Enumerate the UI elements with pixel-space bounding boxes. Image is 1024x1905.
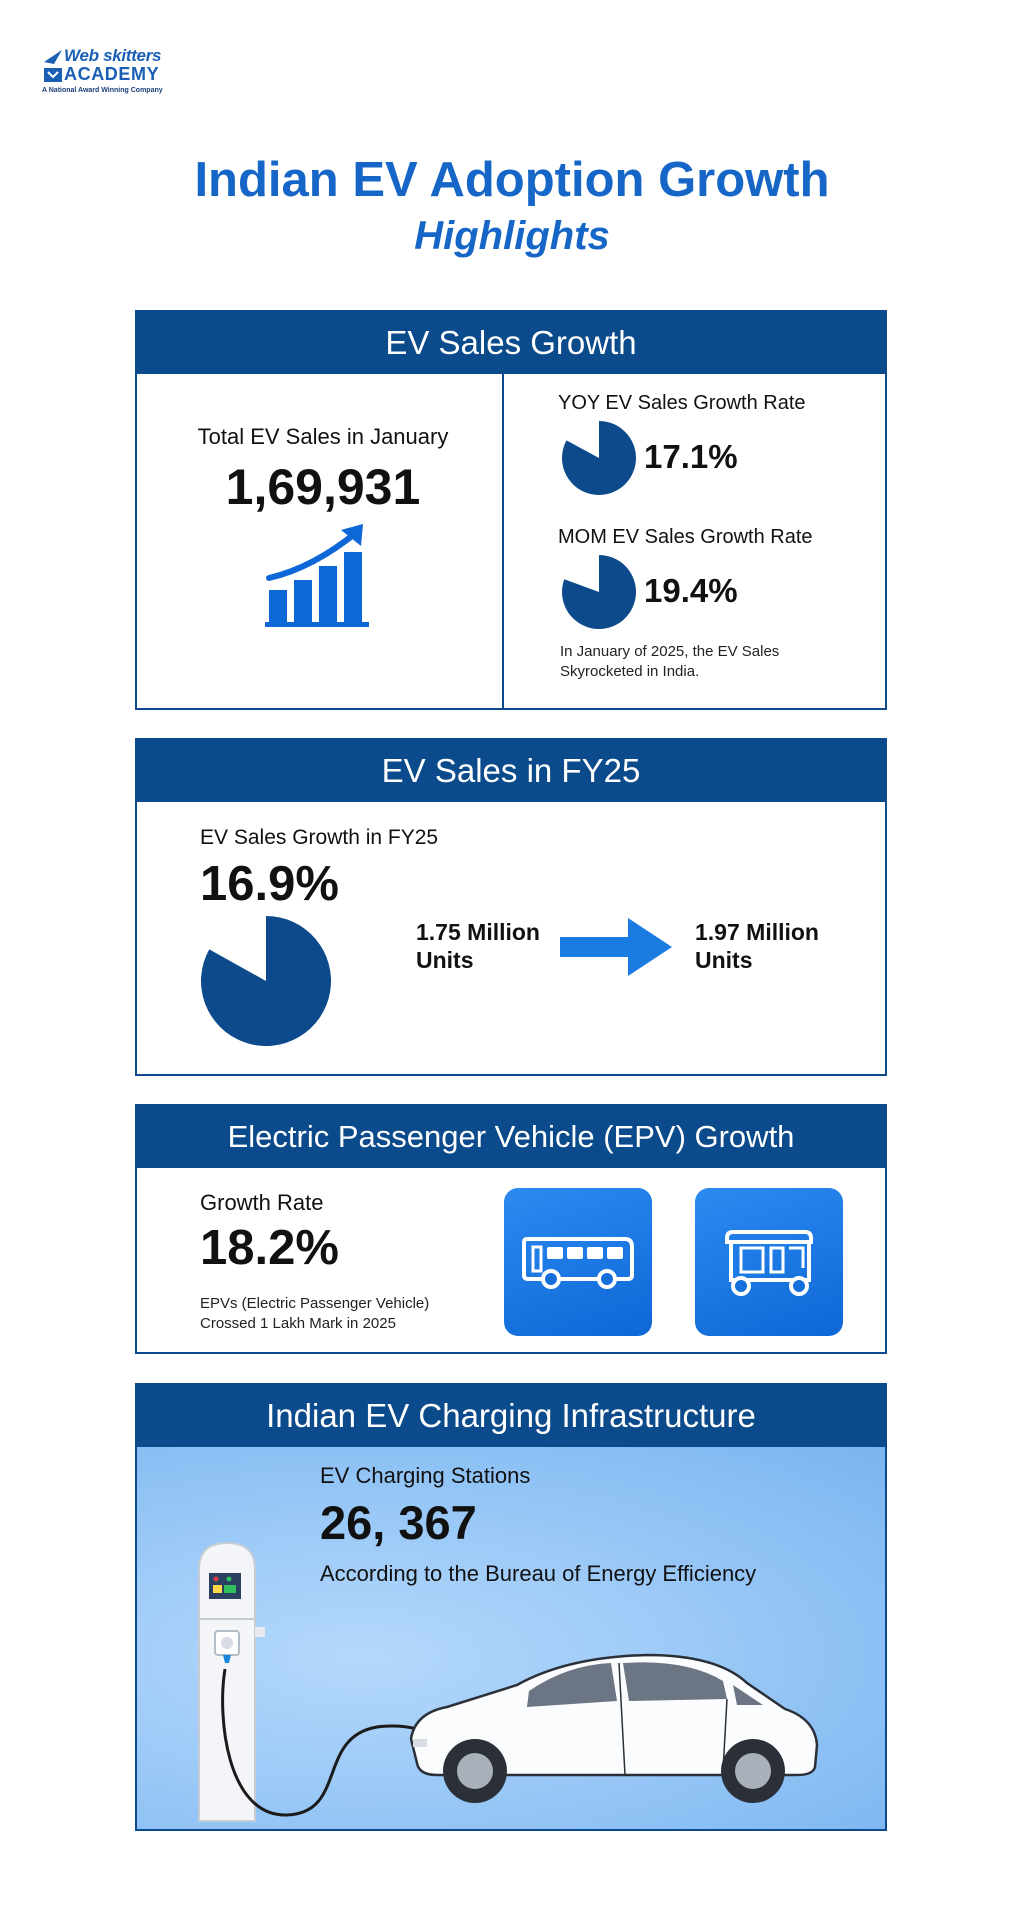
electric-car-icon: [409, 1653, 819, 1803]
charging-station-icon: [198, 1541, 265, 1822]
mom-pie-chart: [562, 555, 636, 629]
brand-logo: Web skitters ACADEMY A National Award Wi…: [42, 46, 192, 102]
epv-note: EPVs (Electric Passenger Vehicle) Crosse…: [200, 1295, 430, 1332]
fy25-label: EV Sales Growth in FY25: [200, 826, 439, 849]
mom-label: MOM EV Sales Growth Rate: [558, 526, 813, 548]
pie-slice: [201, 916, 331, 1046]
logo-tagline: A National Award Winning Company: [42, 87, 163, 94]
fy25-to-value: 1.97 Million Units: [695, 919, 819, 973]
auto-rickshaw-icon: [725, 1230, 813, 1296]
fy25-from-value: 1.75 Million Units: [416, 919, 540, 973]
panel-header: EV Sales Growth: [137, 312, 885, 374]
epv-value: 18.2%: [200, 1221, 339, 1275]
bus-icon: [522, 1237, 634, 1289]
panel-header: Indian EV Charging Infrastructure: [137, 1385, 885, 1447]
charging-value: 26, 367: [320, 1496, 477, 1549]
charging-illustration-area: EV Charging Stations 26, 367 According t…: [137, 1447, 885, 1829]
logo-mark-icon: [44, 50, 62, 82]
yoy-label: YOY EV Sales Growth Rate: [558, 392, 806, 414]
charging-cable: [221, 1668, 444, 1817]
charging-label: EV Charging Stations: [320, 1463, 531, 1488]
page-title: Indian EV Adoption Growth: [194, 153, 830, 207]
panel-header: Electric Passenger Vehicle (EPV) Growth: [137, 1106, 885, 1168]
yoy-pie-chart: [562, 421, 636, 495]
ev-sales-fy25-panel: EV Sales in FY25 EV Sales Growth in FY25…: [135, 738, 887, 1076]
yoy-value: 17.1%: [644, 438, 738, 475]
panel-divider: [502, 374, 504, 708]
fy25-value: 16.9%: [200, 857, 339, 911]
epv-growth-panel: Electric Passenger Vehicle (EPV) Growth …: [135, 1104, 887, 1354]
charging-source: According to the Bureau of Energy Effici…: [320, 1561, 757, 1586]
total-sales-value: 1,69,931: [225, 459, 421, 515]
auto-rickshaw-tile: [695, 1188, 843, 1336]
page-subtitle: Highlights: [414, 214, 610, 258]
logo-line2: ACADEMY: [64, 64, 160, 84]
bus-tile: [504, 1188, 652, 1336]
panel-header: EV Sales in FY25: [137, 740, 885, 802]
ev-sales-growth-panel: EV Sales Growth Total EV Sales in Januar…: [135, 310, 887, 710]
charging-infrastructure-panel: Indian EV Charging Infrastructure EV Cha…: [135, 1383, 887, 1831]
mom-value: 19.4%: [644, 572, 738, 609]
growth-chart-icon: [265, 524, 369, 627]
logo-line1: Web skitters: [64, 46, 162, 65]
pie-slice: [562, 555, 636, 629]
total-sales-label: Total EV Sales in January: [197, 424, 449, 449]
sales-note: In January of 2025, the EV Sales Skyrock…: [560, 643, 780, 680]
pie-slice: [562, 421, 636, 495]
fy25-pie-chart: [201, 916, 331, 1046]
epv-label: Growth Rate: [200, 1190, 324, 1215]
arrow-right-icon: [560, 918, 672, 976]
